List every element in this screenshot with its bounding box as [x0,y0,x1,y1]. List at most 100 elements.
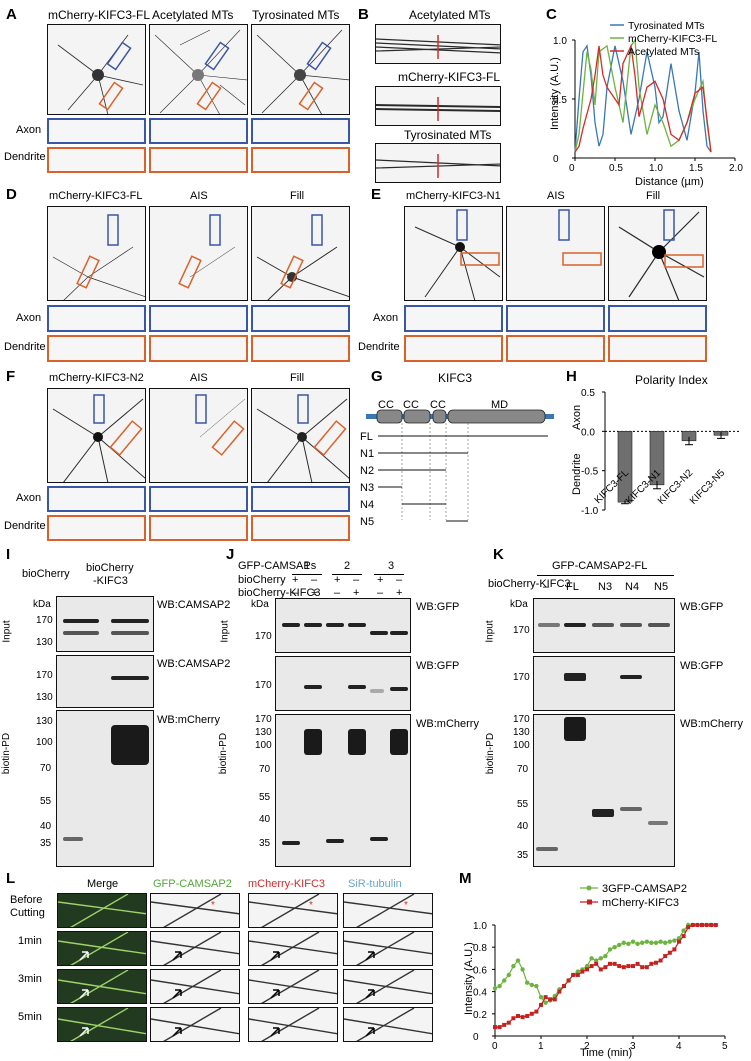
c-legend-label: Acetylated MTs [628,46,699,58]
d-image-2 [149,206,248,301]
arrow-icon [270,951,280,961]
fiber [58,894,146,927]
j-blot-input [275,598,411,653]
fiber-image [151,1008,239,1041]
m-point [506,972,511,978]
i-mw-170-mid: 170 [36,670,53,681]
panel-letter-d: D [6,186,17,203]
d-dendrite-strip-2 [149,335,248,362]
j-group-1: 1 [304,560,311,572]
m-point [658,939,663,944]
chart-m: 0 1 2 3 4 5 0 0.2 0.4 0.6 0.8 1.0 3GFP-CAMSAP2 mCher… [463,883,728,1059]
fiber-image [249,1008,337,1041]
a-image-3 [251,24,350,115]
m-point [649,940,654,945]
c-legend-label: Tyrosinated MTs [628,20,704,32]
d-dendrite-strip-1 [47,335,146,362]
j-mw-130: 130 [255,727,272,738]
arrow-icon [365,1027,375,1037]
c-x-tick-label: 1.0 [649,163,663,174]
m-y-tick-label: 0.6 [473,965,487,976]
i-mw-35: 35 [40,838,52,849]
l-image-r1-c3 [343,931,433,966]
e-row-axon: Axon [373,312,399,324]
g-md [447,409,546,424]
m-point [506,1020,511,1025]
h-title: Polarity Index [635,373,708,387]
a-image-1 [47,24,146,115]
j-header: GFP-CAMSAPs [238,560,317,572]
arrow-icon [172,989,182,999]
fiber-image [249,932,337,965]
m-point [543,1000,548,1005]
k-wb-3: WB:mCherry [680,718,743,730]
fiber-image [151,970,239,1003]
m-point [640,965,645,970]
e-image-1 [404,206,503,301]
k-mw-170-mid: 170 [513,672,530,683]
m-point [709,923,714,927]
neuron-image [256,29,349,114]
m-series-line [495,924,716,1028]
i-col-1: bioCherry [22,568,70,580]
j-sign-2-1: – [292,587,299,599]
k-mw-170-top: 170 [513,625,530,636]
j-mw-35: 35 [259,838,271,849]
j-sign-1-1: + [292,574,299,586]
k-mw-55: 55 [517,799,529,810]
m-point [534,983,539,989]
j-wb-2: WB:GFP [416,660,460,672]
fiber-image [376,35,500,59]
arrow-icon [79,1027,89,1037]
i-col-2a: bioCherry [86,562,134,574]
c-x-tick-label: 2.0 [729,163,743,174]
l-col-gfp: GFP-CAMSAP2 [153,878,232,890]
m-x-tick-label: 0 [492,1041,498,1052]
band [63,837,83,841]
g-domain-md: MD [491,399,508,411]
l-image-r2-c0 [57,969,147,1004]
i-input-label: Input [1,620,13,643]
asterisk-icon: * [211,900,215,911]
m-point [686,925,691,930]
band [348,685,366,689]
panel-letter-e: E [371,186,382,203]
i-wb-1: WB:CAMSAP2 [157,599,231,611]
l-col-mcherry: mCherry-KIFC3 [248,878,326,890]
m-point [617,942,622,948]
k-lane-1: – [543,581,550,593]
g-cc-2 [403,409,431,424]
m-point [534,1009,539,1014]
neuron-image [52,394,145,482]
m-point [612,945,617,950]
e-col-2-title: AIS [547,190,565,202]
k-lane-4: N4 [625,581,640,593]
f-axon-strip-1 [47,486,146,512]
panel-letter-g: G [371,368,383,385]
a-axon-strip-1 [47,118,146,144]
band [390,687,408,691]
m-point [626,941,631,947]
m-point [594,961,599,966]
m-point [492,986,498,991]
m-ylabel: Intensity (A.U.) [463,942,475,1015]
c-xlabel: Distance (µm) [635,176,704,188]
b-image-1 [375,24,501,64]
l-image-r3-c0 [57,1007,147,1042]
m-point [690,923,695,927]
m-point [704,923,709,927]
panel-letter-h: H [566,368,577,385]
panel-letter-b: B [358,6,369,23]
a-dendrite-strip-1 [47,147,146,173]
l-image-r2-c2 [248,969,338,1004]
j-sign-1-3: + [334,574,341,586]
m-point [566,978,571,983]
k-mw-70: 70 [517,764,529,775]
panel-letter-k: K [493,546,504,563]
m-point [621,965,626,970]
band [370,837,388,841]
j-blot-pd-1 [275,656,411,711]
a-col-3-title: Tyrosinated MTs [252,8,340,22]
m-point [562,984,566,989]
m-x-tick-label: 4 [676,1041,682,1052]
